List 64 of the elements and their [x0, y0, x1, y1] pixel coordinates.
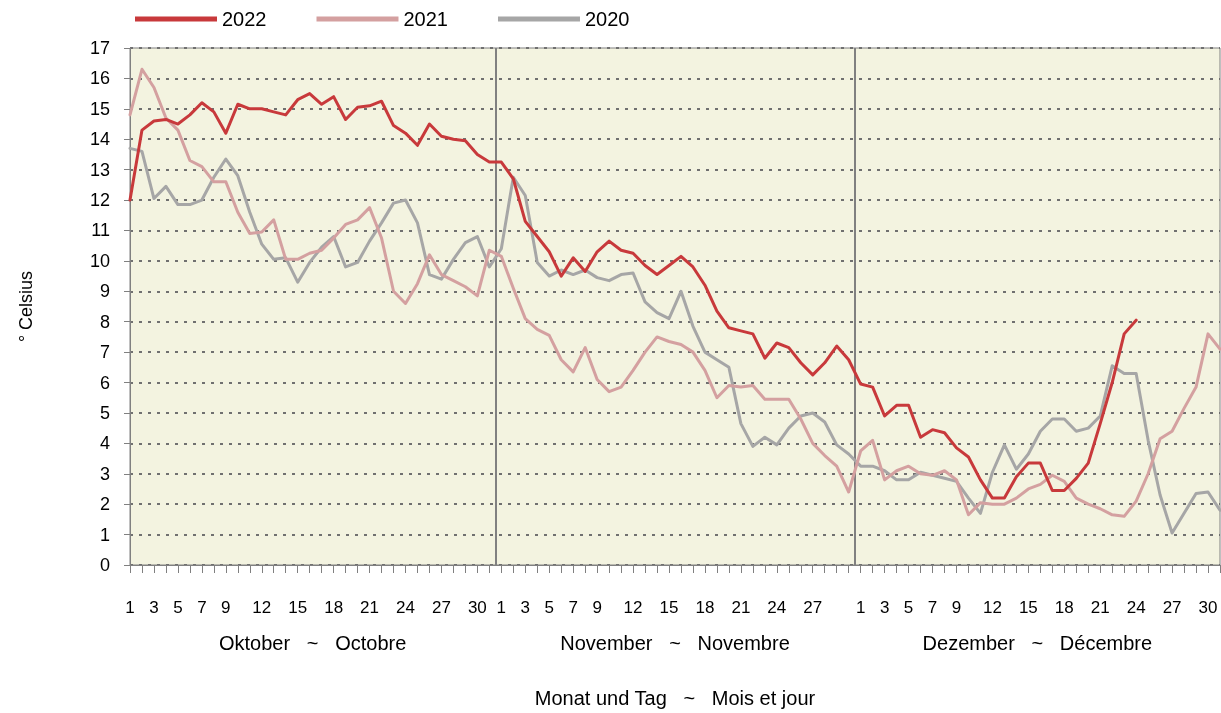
- x-tick-label: 30: [467, 598, 487, 617]
- x-tick-label: 18: [695, 598, 715, 617]
- x-tick-label: 21: [1090, 598, 1110, 617]
- x-tick-label: 9: [951, 598, 962, 617]
- y-tick-label: 2: [99, 494, 110, 515]
- legend-label: 2022: [222, 8, 267, 30]
- x-tick-label: 15: [288, 598, 308, 617]
- x-tick-label: 5: [544, 598, 554, 617]
- x-tick-label: 7: [568, 598, 578, 617]
- x-tick-label: 15: [659, 598, 679, 617]
- x-tick-label: 24: [1126, 598, 1146, 617]
- x-tick-label: 1: [496, 598, 507, 617]
- y-tick-label: 17: [89, 38, 110, 58]
- x-tick-label: 24: [396, 598, 415, 617]
- legend-label: 2020: [584, 8, 630, 30]
- x-tick-label: 21: [360, 598, 380, 617]
- x-tick-label: 1: [855, 598, 866, 617]
- y-tick-label: 11: [91, 220, 110, 241]
- y-tick-label: 15: [89, 98, 110, 119]
- text: November ~ Novembre: [560, 632, 790, 654]
- y-tick-label: 6: [99, 372, 110, 393]
- y-tick-label: 16: [89, 68, 110, 89]
- x-tick-label: 18: [1054, 598, 1074, 617]
- x-tick-label: 27: [431, 598, 451, 617]
- y-tick-label: 12: [89, 190, 110, 211]
- x-tick-label: 3: [879, 598, 890, 617]
- x-tick-label: 12: [982, 598, 1002, 617]
- text: Oktober ~ Octobre: [219, 632, 407, 654]
- y-tick-label: 14: [89, 129, 110, 150]
- y-tick-label: 3: [99, 463, 110, 484]
- x-tick-label: 3: [520, 598, 531, 617]
- text: Dezember ~ Décembre: [922, 632, 1153, 654]
- x-tick-label: 27: [1162, 598, 1182, 617]
- line-series: [128, 146, 1221, 535]
- y-axis-title: ° Celsius: [16, 270, 36, 343]
- x-tick-label: 12: [252, 598, 272, 617]
- x-tick-label: 18: [324, 598, 344, 617]
- x-tick-label: 7: [927, 598, 938, 617]
- x-tick-label: 9: [221, 598, 231, 617]
- y-tick-label: 7: [99, 342, 110, 363]
- x-tick-label: 24: [767, 598, 787, 617]
- y-tick-label: 5: [99, 402, 110, 423]
- legend-label: 2021: [403, 8, 448, 30]
- x-tick-label: 7: [197, 598, 207, 617]
- line-series: [128, 67, 1221, 518]
- y-tick-label: 1: [99, 524, 110, 545]
- x-tick-label: 30: [1198, 598, 1218, 617]
- x-tick-label: 12: [623, 598, 643, 617]
- y-tick-label: 9: [99, 281, 110, 302]
- x-tick-label: 9: [592, 598, 602, 617]
- y-tick-label: 13: [89, 159, 110, 180]
- x-tick-label: 1: [125, 598, 135, 617]
- x-axis-title: Monat und Tag ~ Mois et jour: [534, 687, 816, 709]
- y-tick-label: 0: [99, 555, 110, 575]
- x-tick-label: 15: [1018, 598, 1038, 617]
- x-tick-label: 27: [803, 598, 823, 617]
- y-tick-label: 4: [99, 433, 110, 454]
- x-tick-label: 3: [149, 598, 159, 617]
- y-tick-label: 10: [89, 250, 110, 271]
- x-tick-label: 5: [173, 598, 183, 617]
- x-tick-label: 5: [903, 598, 914, 617]
- x-tick-label: 21: [731, 598, 751, 617]
- line-series: [128, 92, 1138, 500]
- y-tick-label: 8: [99, 311, 110, 332]
